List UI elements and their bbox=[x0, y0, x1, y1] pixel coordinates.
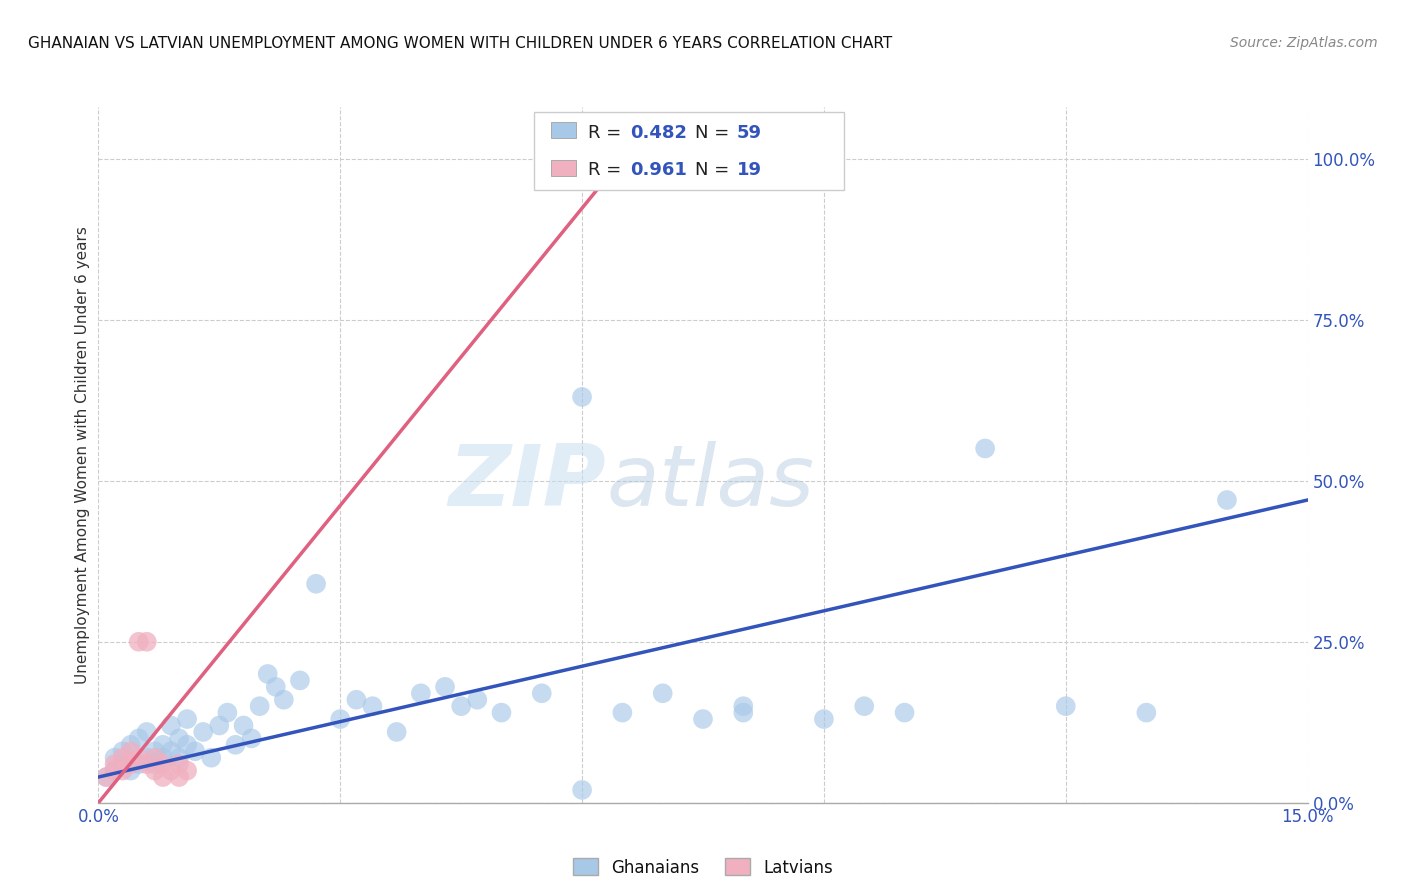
Point bbox=[120, 764, 142, 778]
Point bbox=[853, 699, 876, 714]
Point bbox=[288, 673, 311, 688]
Point bbox=[465, 692, 488, 706]
Point bbox=[385, 725, 408, 739]
Point bbox=[1054, 699, 1077, 714]
Point bbox=[160, 718, 183, 732]
Point bbox=[96, 770, 118, 784]
Point bbox=[143, 744, 166, 758]
Point bbox=[103, 757, 125, 772]
Text: N =: N = bbox=[695, 124, 734, 142]
Point bbox=[176, 764, 198, 778]
Point bbox=[409, 686, 432, 700]
Point bbox=[974, 442, 997, 456]
Point bbox=[361, 699, 384, 714]
Text: 0.961: 0.961 bbox=[630, 161, 686, 179]
Point bbox=[128, 750, 150, 764]
Point bbox=[305, 576, 328, 591]
Point bbox=[1216, 493, 1239, 508]
Point bbox=[434, 680, 457, 694]
Text: 19: 19 bbox=[737, 161, 762, 179]
Point bbox=[651, 686, 673, 700]
Point bbox=[264, 680, 287, 694]
Point bbox=[167, 757, 190, 772]
Point bbox=[329, 712, 352, 726]
Point bbox=[152, 757, 174, 772]
Text: R =: R = bbox=[588, 124, 627, 142]
Point bbox=[160, 744, 183, 758]
Point bbox=[135, 750, 157, 764]
Point bbox=[111, 750, 134, 764]
Point bbox=[143, 757, 166, 772]
Point bbox=[813, 712, 835, 726]
Point bbox=[167, 731, 190, 746]
Text: 0.482: 0.482 bbox=[630, 124, 688, 142]
Text: 59: 59 bbox=[737, 124, 762, 142]
Text: GHANAIAN VS LATVIAN UNEMPLOYMENT AMONG WOMEN WITH CHILDREN UNDER 6 YEARS CORRELA: GHANAIAN VS LATVIAN UNEMPLOYMENT AMONG W… bbox=[28, 36, 893, 51]
Point bbox=[120, 738, 142, 752]
Point bbox=[176, 712, 198, 726]
Point bbox=[103, 750, 125, 764]
Text: Source: ZipAtlas.com: Source: ZipAtlas.com bbox=[1230, 36, 1378, 50]
Point bbox=[232, 718, 254, 732]
Point bbox=[120, 744, 142, 758]
Point bbox=[120, 757, 142, 772]
Text: ZIP: ZIP bbox=[449, 442, 606, 524]
Point bbox=[128, 634, 150, 648]
Point bbox=[249, 699, 271, 714]
Point bbox=[612, 706, 634, 720]
Point bbox=[128, 731, 150, 746]
Point bbox=[217, 706, 239, 720]
Point bbox=[193, 725, 215, 739]
Point bbox=[893, 706, 915, 720]
Point bbox=[135, 725, 157, 739]
Point bbox=[450, 699, 472, 714]
Point bbox=[491, 706, 513, 720]
Point bbox=[111, 764, 134, 778]
Point bbox=[96, 770, 118, 784]
Text: N =: N = bbox=[695, 161, 734, 179]
Point bbox=[184, 744, 207, 758]
Point bbox=[152, 750, 174, 764]
Point bbox=[240, 731, 263, 746]
Text: atlas: atlas bbox=[606, 442, 814, 524]
Point bbox=[176, 738, 198, 752]
Point bbox=[152, 770, 174, 784]
Point bbox=[571, 783, 593, 797]
Text: R =: R = bbox=[588, 161, 627, 179]
Point bbox=[273, 692, 295, 706]
Point bbox=[733, 706, 755, 720]
Legend: Ghanaians, Latvians: Ghanaians, Latvians bbox=[565, 850, 841, 885]
Point bbox=[208, 718, 231, 732]
Point bbox=[152, 738, 174, 752]
Point bbox=[200, 750, 222, 764]
Point bbox=[256, 667, 278, 681]
Point bbox=[135, 757, 157, 772]
Point bbox=[103, 764, 125, 778]
Point bbox=[111, 744, 134, 758]
Point bbox=[344, 692, 367, 706]
Point bbox=[1135, 706, 1157, 720]
Point bbox=[128, 757, 150, 772]
Point bbox=[135, 634, 157, 648]
Point bbox=[167, 750, 190, 764]
Point bbox=[143, 764, 166, 778]
Y-axis label: Unemployment Among Women with Children Under 6 years: Unemployment Among Women with Children U… bbox=[75, 226, 90, 684]
Point bbox=[167, 770, 190, 784]
Point bbox=[111, 757, 134, 772]
Point bbox=[160, 764, 183, 778]
Point bbox=[103, 764, 125, 778]
Point bbox=[224, 738, 246, 752]
Point bbox=[530, 686, 553, 700]
Point bbox=[143, 750, 166, 764]
Point bbox=[733, 699, 755, 714]
Point bbox=[692, 712, 714, 726]
Point bbox=[571, 390, 593, 404]
